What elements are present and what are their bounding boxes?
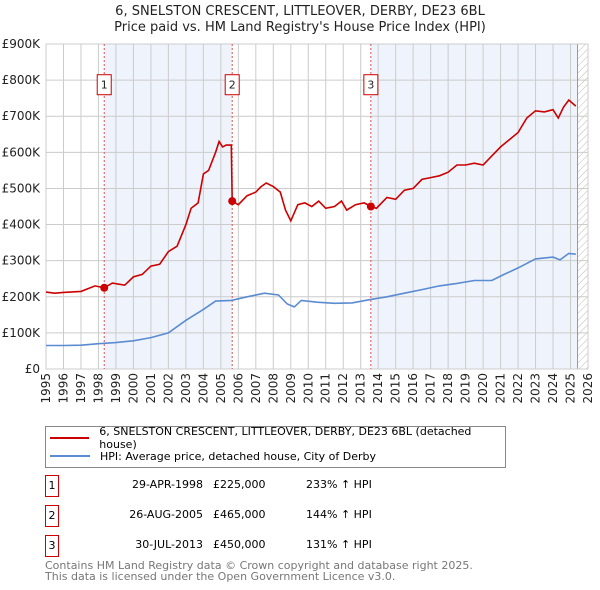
sale-point [228, 197, 237, 206]
sale-hpi: 233% ↑ HPI [306, 478, 372, 491]
legend-swatch-blue [50, 455, 90, 457]
x-tick-label: 2007 [249, 373, 263, 404]
legend-item-hpi: HPI: Average price, detached house, City… [50, 448, 376, 464]
sale-price: £225,000 [213, 478, 266, 491]
x-tick-label: 2019 [459, 373, 473, 404]
sale-point [366, 202, 375, 211]
sale-marker-box [224, 74, 240, 96]
shaded-period [370, 44, 578, 369]
x-tick-label: 2012 [336, 373, 350, 404]
sale-marker-badge: 1 [45, 475, 59, 497]
sale-date: 26-AUG-2005 [129, 508, 203, 521]
x-tick-label: 1996 [56, 373, 70, 404]
sale-marker-label: 2 [229, 79, 236, 92]
x-tick-label: 2000 [126, 373, 140, 404]
chart-title: 6, SNELSTON CRESCENT, LITTLEOVER, DERBY,… [115, 4, 485, 19]
x-tick-label: 2017 [424, 373, 438, 404]
x-tick-label: 2020 [476, 373, 490, 404]
x-tick-label: 2016 [406, 373, 420, 404]
sale-marker-label: 1 [101, 79, 108, 92]
x-tick-label: 2003 [179, 373, 193, 404]
legend: 6, SNELSTON CRESCENT, LITTLEOVER, DERBY,… [45, 425, 506, 468]
sale-hpi: 144% ↑ HPI [306, 508, 372, 521]
x-tick-label: 2026 [581, 373, 595, 404]
x-tick-label: 2021 [494, 373, 508, 404]
sale-date: 30-JUL-2013 [135, 538, 203, 551]
y-tick-label: £600K [2, 145, 42, 159]
footer-copyright: Contains HM Land Registry data © Crown c… [45, 559, 473, 572]
sale-hpi: 131% ↑ HPI [306, 538, 372, 551]
x-tick-label: 2022 [511, 373, 525, 404]
x-tick-label: 2009 [284, 373, 298, 404]
y-tick-label: £0 [25, 362, 40, 376]
x-tick-label: 2015 [389, 373, 403, 404]
x-tick-label: 2002 [161, 373, 175, 404]
chart-subtitle: Price paid vs. HM Land Registry's House … [114, 20, 486, 35]
plot-frame [45, 43, 589, 370]
y-tick-label: £500K [2, 181, 42, 195]
x-tick-label: 2005 [214, 373, 228, 404]
legend-swatch-red [50, 437, 90, 439]
y-tick-label: £900K [2, 37, 42, 51]
x-tick-label: 2013 [354, 373, 368, 404]
x-tick-label: 2008 [266, 373, 280, 404]
x-tick-label: 1995 [39, 373, 53, 404]
x-tick-label: 2011 [319, 373, 333, 404]
x-tick-label: 2018 [441, 373, 455, 404]
y-tick-label: £300K [2, 254, 42, 268]
x-tick-label: 2023 [529, 373, 543, 404]
x-tick-label: 2004 [196, 373, 210, 404]
y-tick-label: £100K [2, 326, 42, 340]
x-tick-label: 1999 [109, 373, 123, 404]
x-tick-label: 2001 [144, 373, 158, 404]
sale-price: £450,000 [213, 538, 266, 551]
price-chart: 1995 1996 1997 1998 1999 2000 2001 2002 2003 2004… [2, 37, 595, 404]
sale-marker-box [363, 74, 379, 96]
property-price-line [45, 98, 577, 295]
hpi-line [46, 252, 576, 347]
x-tick-label: 2006 [231, 373, 245, 404]
sale-price: £465,000 [213, 508, 266, 521]
x-tick-label: 2025 [564, 373, 578, 404]
sale-marker-box [96, 74, 112, 96]
x-tick-label: 1998 [91, 373, 105, 404]
forecast-hatch [577, 44, 588, 369]
sale-marker-badge: 2 [45, 505, 59, 527]
sale-marker-label: 3 [367, 79, 374, 92]
x-tick-label: 1997 [74, 373, 88, 404]
y-tick-label: £200K [2, 290, 42, 304]
y-tick-label: £400K [2, 218, 42, 232]
footer-licence: This data is licensed under the Open Gov… [45, 570, 396, 583]
x-tick-label: 2010 [301, 373, 315, 404]
footer: Contains HM Land Registry data © Crown c… [45, 560, 473, 582]
legend-label: HPI: Average price, detached house, City… [100, 449, 377, 463]
legend-label: 6, SNELSTON CRESCENT, LITTLEOVER, DERBY,… [99, 425, 472, 451]
x-tick-label: 2024 [546, 373, 560, 404]
sale-marker-badge: 3 [45, 535, 59, 557]
y-tick-label: £700K [2, 109, 42, 123]
x-tick-label: 2014 [371, 373, 385, 404]
sale-date: 29-APR-1998 [131, 478, 203, 491]
legend-item-property: 6, SNELSTON CRESCENT, LITTLEOVER, DERBY,… [50, 425, 505, 451]
sale-point [100, 283, 109, 292]
y-tick-label: £800K [2, 73, 42, 87]
